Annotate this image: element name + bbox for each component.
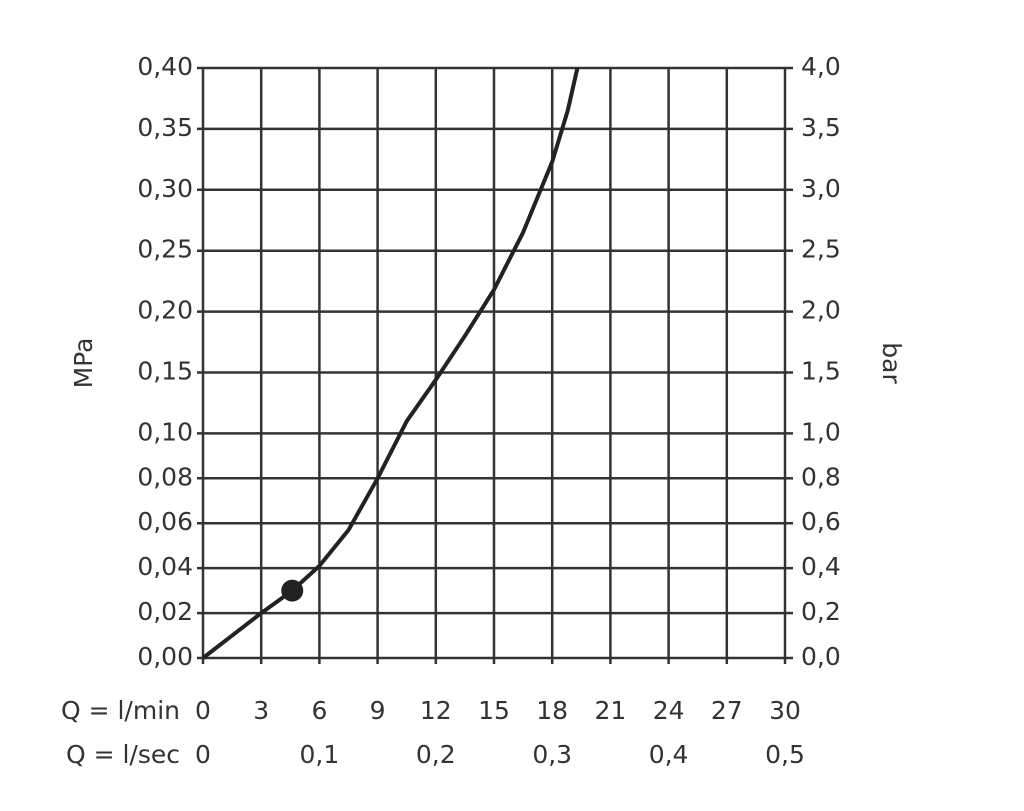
x-tick-label: 12 [420,696,452,725]
y-tick-label: 0,25 [137,235,193,264]
y2-tick-label: 3,0 [801,174,841,203]
x-tick-label: 9 [370,696,386,725]
y2-tick-label: 2,5 [801,235,841,264]
line [201,67,580,660]
x-tick-label: 6 [311,696,327,725]
y-tick-label: 0,00 [137,642,193,671]
y2-axis-label: bar [877,342,906,384]
x-axis-label: Q = l/min [61,696,180,725]
x2-tick-label: 0,1 [300,740,340,769]
y2-tick-label: 0,8 [801,462,841,491]
y-axis-label: MPa [69,338,98,389]
y2-tick-label: 1,0 [801,417,841,446]
y-tick-label: 0,40 [137,52,193,81]
x2-tick-label: 0,3 [532,740,572,769]
y2-tick-label: 0,6 [801,507,841,536]
x-tick-label: 30 [769,696,801,725]
x2-tick-label: 0,5 [765,740,805,769]
x2-axis-label: Q = l/sec [66,740,180,769]
y2-tick-label: 1,5 [801,356,841,385]
x2-tick-label: 0,2 [416,740,456,769]
x-tick-label: 27 [711,696,743,725]
x-tick-label: 15 [478,696,510,725]
x2-tick-label: 0 [195,740,211,769]
x-tick-label: 21 [594,696,626,725]
y-tick-label: 0,10 [137,417,193,446]
x-tick-label: 3 [253,696,269,725]
y2-tick-label: 0,2 [801,597,841,626]
x-tick-label: 0 [195,696,211,725]
y2-tick-label: 0,4 [801,552,841,581]
y-tick-label: 0,30 [137,174,193,203]
y-tick-label: 0,15 [137,356,193,385]
y2-tick-label: 4,0 [801,52,841,81]
y-tick-label: 0,20 [137,296,193,325]
x-tick-label: 18 [536,696,568,725]
y2-tick-label: 3,5 [801,113,841,142]
y-tick-label: 0,04 [137,552,193,581]
y2-tick-label: 2,0 [801,296,841,325]
y-tick-label: 0,02 [137,597,193,626]
x-tick-label: 24 [653,696,685,725]
y-tick-label: 0,06 [137,507,193,536]
y2-tick-label: 0,0 [801,642,841,671]
marker-point [281,579,304,602]
x2-tick-label: 0,4 [649,740,689,769]
y-tick-label: 0,35 [137,113,193,142]
y-tick-label: 0,08 [137,462,193,491]
